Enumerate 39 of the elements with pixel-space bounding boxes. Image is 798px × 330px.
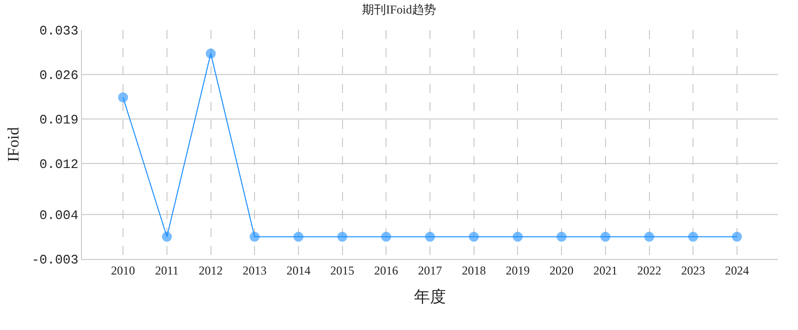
y-axis-title: IFoid: [5, 127, 22, 162]
point: [162, 232, 172, 242]
y-tick-label: 0.026: [39, 68, 78, 84]
x-tick-label: 2018: [462, 263, 486, 278]
point: [644, 232, 654, 242]
x-tick-label: 2023: [681, 263, 706, 278]
x-tick-label: 2017: [418, 263, 442, 278]
x-tick-label: 2011: [155, 263, 179, 278]
point: [512, 232, 523, 242]
x-tick-label: 2024: [724, 263, 749, 278]
point: [732, 232, 742, 242]
point: [118, 92, 128, 102]
x-tick-label: 2012: [198, 263, 223, 278]
y-tick-label: 0.012: [39, 157, 78, 172]
point: [468, 232, 479, 242]
y-tick-label: 0.004: [39, 208, 79, 224]
point: [293, 232, 304, 242]
point: [556, 232, 567, 242]
x-tick-label: 2019: [506, 263, 530, 278]
point: [206, 48, 216, 59]
x-tick-label: 2015: [330, 263, 354, 278]
x-axis-title: 年度: [414, 288, 446, 306]
x-tick-label: 2016: [374, 263, 398, 278]
point: [688, 232, 698, 242]
y-tick-label: 0.019: [39, 112, 78, 128]
x-tick-label: 2013: [242, 263, 267, 278]
point: [600, 232, 610, 242]
point: [381, 232, 392, 242]
x-tick-label: 2022: [637, 263, 662, 278]
y-tick-label: 0.033: [39, 24, 78, 39]
y-tick-label: -0.003: [32, 252, 78, 268]
chart-title: 期刊IFoid趋势: [362, 2, 436, 16]
x-tick-label: 2014: [286, 263, 310, 278]
x-tick-label: 2010: [111, 263, 136, 278]
x-tick-label: 2020: [550, 263, 574, 278]
x-tick-label: 2021: [593, 263, 618, 278]
point: [250, 232, 260, 242]
point: [425, 232, 435, 242]
point: [337, 232, 348, 242]
